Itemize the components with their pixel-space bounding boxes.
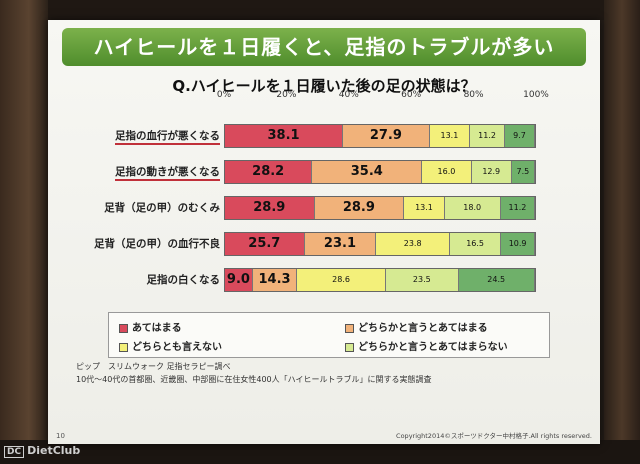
bar-segment: 28.9 xyxy=(225,197,315,219)
projection-screen: ハイヒールを１日履くと、足指のトラブルが多い Q.ハイヒールを１日履いた後の足の… xyxy=(48,20,600,444)
legend-swatch-icon xyxy=(119,323,128,333)
bar-segment: 16.5 xyxy=(450,233,502,255)
bar-segment: 13.1 xyxy=(429,125,471,147)
legend-item-4: どちらかと言うとあてはまらない xyxy=(345,338,508,353)
legend-label-2: どちらかと言うとあてはまる xyxy=(358,323,488,334)
bar-segment: 13.1 xyxy=(404,197,445,219)
chart-row: 足指の血行が悪くなる 38.1 27.9 13.1 11.2 9.7 xyxy=(60,124,590,148)
bar-segment: 24.5 xyxy=(458,269,535,291)
chart-row: 足背（足の甲）のむくみ 28.9 28.9 13.1 18.0 11.2 xyxy=(60,196,590,220)
bar-segment: 28.9 xyxy=(314,197,405,219)
category-label: 足指の動きが悪くなる xyxy=(60,160,220,184)
bar-segment: 7.5 xyxy=(511,161,535,183)
room-wall-right xyxy=(604,0,640,464)
chart-row: 足指の白くなる 9.0 14.3 28.6 23.5 24.5 xyxy=(60,268,590,292)
bar-segment: 38.1 xyxy=(225,125,344,147)
x-tick-label: 100% xyxy=(523,90,549,100)
slide-headline: ハイヒールを１日履くと、足指のトラブルが多い xyxy=(62,28,586,66)
x-axis-ticks: 0% 20% 40% 60% 80% 100% xyxy=(217,90,549,104)
x-tick-label: 20% xyxy=(276,90,297,100)
bar-segment: 28.6 xyxy=(297,269,386,291)
stacked-bar: 28.9 28.9 13.1 18.0 11.2 xyxy=(224,196,536,220)
room-wall-top xyxy=(0,0,640,20)
x-tick-label: 0% xyxy=(216,90,232,100)
x-tick-label: 60% xyxy=(401,90,422,100)
x-tick-label: 80% xyxy=(463,90,484,100)
watermark-text: DietClub xyxy=(27,444,81,457)
stacked-bar: 9.0 14.3 28.6 23.5 24.5 xyxy=(224,268,536,292)
bar-segment: 11.2 xyxy=(470,125,505,147)
bar-segment: 28.2 xyxy=(225,161,313,183)
legend-swatch-icon xyxy=(345,342,354,352)
x-tick-label: 40% xyxy=(338,90,359,100)
category-label: 足指の白くなる xyxy=(60,268,221,292)
watermark-logo-icon: DC xyxy=(4,446,25,458)
category-label: 足指の血行が悪くなる xyxy=(60,124,220,148)
bar-segment: 23.8 xyxy=(376,233,451,255)
bar-segment: 18.0 xyxy=(444,197,501,219)
legend-item-1: あてはまる xyxy=(119,319,182,334)
bar-segment: 9.7 xyxy=(504,125,535,147)
category-label: 足背（足の甲）のむくみ xyxy=(60,196,220,220)
category-label-text: 足指の血行が悪くなる xyxy=(115,130,220,145)
category-label: 足背（足の甲）の血行不良 xyxy=(60,232,220,256)
stacked-bar: 25.7 23.1 23.8 16.5 10.9 xyxy=(224,232,536,256)
room-wall-left xyxy=(0,0,48,464)
legend-label-3: どちらとも言えない xyxy=(132,342,222,353)
room-floor xyxy=(0,440,640,464)
legend-item-2: どちらかと言うとあてはまる xyxy=(345,319,488,334)
category-label-text: 足背（足の甲）のむくみ xyxy=(104,202,220,214)
chart-legend: あてはまる どちらかと言うとあてはまる どちらとも言えない どちらかと言うとあて… xyxy=(108,312,550,358)
bar-segment: 10.9 xyxy=(501,233,535,255)
chart-row: 足指の動きが悪くなる 28.2 35.4 16.0 12.9 7.5 xyxy=(60,160,590,184)
bar-segment: 9.0 xyxy=(225,269,253,291)
stacked-bar-chart: 足指の血行が悪くなる 38.1 27.9 13.1 11.2 9.7 足指の動きが悪くなる 2… xyxy=(60,108,590,308)
chart-row: 足背（足の甲）の血行不良 25.7 23.1 23.8 16.5 10.9 xyxy=(60,232,590,256)
bar-segment: 27.9 xyxy=(343,125,430,147)
source-note-line-1: ピップ スリムウォーク 足指セラピー調べ xyxy=(76,362,231,371)
stacked-bar: 28.2 35.4 16.0 12.9 7.5 xyxy=(224,160,536,184)
category-label-text: 足指の動きが悪くなる xyxy=(115,166,220,181)
chart-title: Q.ハイヒールを１日履いた後の足の状態は？ xyxy=(172,77,476,95)
legend-item-3: どちらとも言えない xyxy=(119,338,222,353)
source-note-line-2: 10代〜40代の首都圏、近畿圏、中部圏に在住女性400人「ハイヒールトラブル」に… xyxy=(76,375,432,384)
bar-segment: 12.9 xyxy=(471,161,512,183)
page-number: 10 xyxy=(56,432,65,440)
bar-segment: 23.5 xyxy=(385,269,459,291)
legend-swatch-icon xyxy=(119,342,128,352)
bar-segment: 16.0 xyxy=(422,161,472,183)
category-label-text: 足背（足の甲）の血行不良 xyxy=(94,238,220,250)
category-label-text: 足指の白くなる xyxy=(146,274,221,286)
source-notes: ピップ スリムウォーク 足指セラピー調べ 10代〜40代の首都圏、近畿圏、中部圏… xyxy=(76,360,431,386)
bar-segment: 35.4 xyxy=(312,161,423,183)
legend-label-1: あてはまる xyxy=(132,323,182,334)
bar-segment: 25.7 xyxy=(225,233,305,255)
copyright-text: Copyright2014©スポーツドクター中村格子.All rights re… xyxy=(396,432,592,440)
site-watermark: DC DietClub xyxy=(4,444,80,458)
stacked-bar: 38.1 27.9 13.1 11.2 9.7 xyxy=(224,124,536,148)
legend-swatch-icon xyxy=(345,323,354,333)
bar-segment: 14.3 xyxy=(252,269,298,291)
bar-segment: 11.2 xyxy=(500,197,535,219)
bar-segment: 23.1 xyxy=(304,233,377,255)
legend-label-4: どちらかと言うとあてはまらない xyxy=(358,342,508,353)
